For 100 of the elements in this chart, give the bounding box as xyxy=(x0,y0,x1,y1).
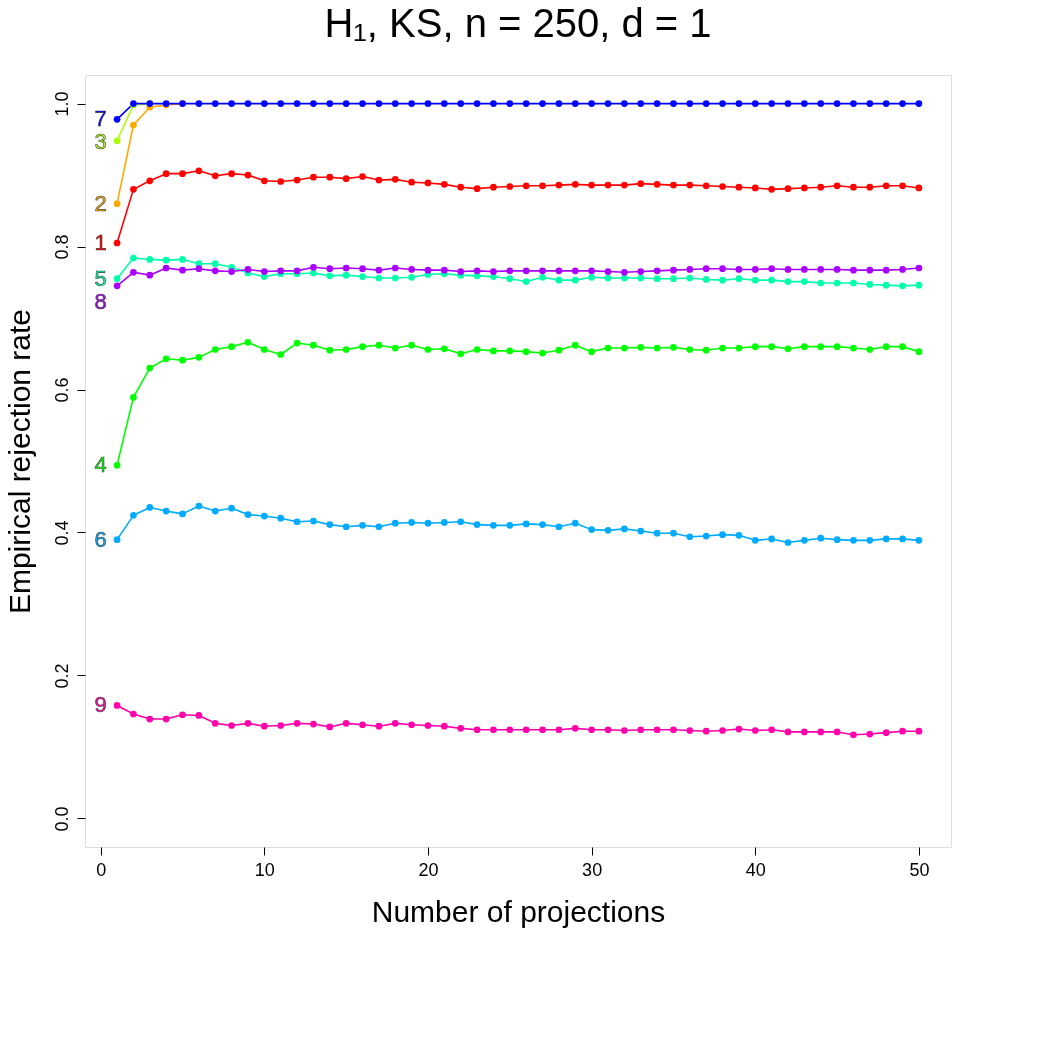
point xyxy=(621,181,628,189)
point xyxy=(850,344,857,352)
point xyxy=(490,268,497,275)
point xyxy=(637,274,645,282)
point xyxy=(391,344,399,352)
point xyxy=(457,518,465,526)
point xyxy=(113,461,121,469)
y-tick-label: 0.4 xyxy=(51,520,72,546)
point xyxy=(179,356,186,364)
point xyxy=(833,100,841,107)
point xyxy=(653,529,661,537)
point xyxy=(310,263,317,271)
point xyxy=(621,727,628,734)
point xyxy=(571,181,579,188)
point xyxy=(784,185,792,192)
point xyxy=(130,254,137,262)
point xyxy=(506,521,514,529)
point xyxy=(850,279,857,287)
point xyxy=(211,267,219,275)
y-tick-label: 1.0 xyxy=(51,91,72,117)
point xyxy=(457,100,465,107)
point xyxy=(719,727,726,734)
point xyxy=(113,702,121,709)
point xyxy=(882,729,890,736)
point xyxy=(342,271,350,279)
point xyxy=(882,182,890,190)
point xyxy=(653,181,661,188)
point xyxy=(261,100,268,107)
point xyxy=(555,523,563,531)
point xyxy=(882,535,890,543)
point xyxy=(571,724,579,732)
point xyxy=(833,728,841,736)
point xyxy=(686,727,694,734)
point xyxy=(310,341,317,349)
point xyxy=(555,276,563,284)
point xyxy=(162,170,170,177)
point xyxy=(915,100,923,107)
point xyxy=(817,279,825,287)
point xyxy=(506,726,514,734)
point xyxy=(211,507,219,515)
point xyxy=(310,720,317,728)
point xyxy=(915,281,923,289)
point xyxy=(342,523,350,531)
point xyxy=(522,100,530,107)
point xyxy=(441,181,448,188)
point xyxy=(719,276,726,284)
point xyxy=(195,354,203,361)
point xyxy=(326,521,334,528)
point xyxy=(228,722,235,729)
y-tick-label: 0.6 xyxy=(51,377,72,403)
point xyxy=(768,265,775,273)
point xyxy=(441,345,448,353)
point xyxy=(866,100,874,107)
point xyxy=(261,722,268,730)
point xyxy=(751,343,759,350)
point xyxy=(866,346,874,353)
point xyxy=(391,719,399,727)
point xyxy=(473,521,481,528)
point xyxy=(359,521,366,529)
point xyxy=(375,100,383,107)
point xyxy=(686,533,694,541)
point xyxy=(571,276,579,284)
point xyxy=(277,178,285,185)
point xyxy=(293,518,301,526)
point xyxy=(375,722,383,730)
point xyxy=(899,535,906,543)
point xyxy=(882,281,890,289)
series-label: 6 xyxy=(94,526,107,552)
point xyxy=(833,266,841,273)
point xyxy=(244,511,252,518)
x-tick-label: 20 xyxy=(418,859,439,880)
point xyxy=(850,100,857,107)
point xyxy=(473,346,481,353)
point xyxy=(359,265,366,273)
point xyxy=(833,279,841,287)
point xyxy=(784,100,792,107)
point xyxy=(768,186,775,193)
point xyxy=(588,273,595,281)
point xyxy=(130,511,137,519)
point xyxy=(326,723,334,731)
point xyxy=(801,100,808,107)
point xyxy=(801,278,808,285)
point xyxy=(555,267,563,275)
point xyxy=(490,726,497,734)
point xyxy=(473,267,481,275)
point xyxy=(490,100,497,107)
point xyxy=(637,268,645,275)
point xyxy=(522,267,530,275)
point xyxy=(653,726,661,734)
point xyxy=(866,266,874,274)
point xyxy=(702,727,710,735)
series-label: 7 xyxy=(94,106,107,132)
point xyxy=(621,100,628,107)
point xyxy=(653,344,661,352)
point xyxy=(621,268,628,276)
chart-title: H₁, KS, n = 250, d = 1 xyxy=(324,1,712,45)
series-label: 5 xyxy=(94,265,107,291)
point xyxy=(539,726,546,734)
point xyxy=(850,183,857,191)
point xyxy=(801,728,808,736)
